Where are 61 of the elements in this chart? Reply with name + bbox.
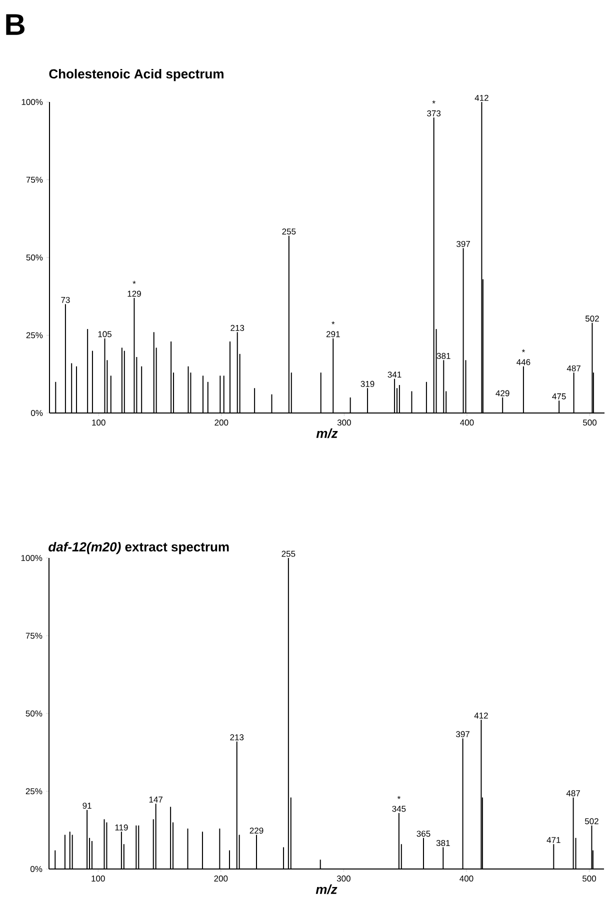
annotation: *	[522, 349, 525, 352]
annotation: 365	[416, 830, 430, 837]
annotation: 502	[585, 316, 599, 322]
annotation: *	[432, 100, 436, 104]
annotation: 129	[128, 290, 141, 297]
annotation: 429	[496, 390, 510, 396]
annotation: 502	[584, 818, 598, 824]
annotation: 487	[566, 365, 580, 372]
annotation: 73	[61, 296, 70, 303]
y-tick-label: 0%	[30, 866, 42, 872]
y-tick-label: 100%	[22, 99, 43, 106]
annotation: 229	[250, 828, 264, 834]
annotation: 487	[566, 790, 580, 796]
x-tick-label: 500	[583, 420, 597, 426]
x-tick-label: 100	[92, 876, 105, 882]
x-tick-label: 300	[336, 876, 350, 882]
x-tick-label: 100	[92, 420, 106, 426]
annotation: 213	[230, 734, 244, 740]
annotation: 91	[82, 802, 92, 809]
chart-title: Cholestenoic Acid spectrum	[49, 68, 224, 82]
annotation: 471	[546, 837, 560, 843]
x-tick-label: 200	[214, 420, 228, 426]
x-tick-label: 200	[214, 876, 228, 882]
annotation: 105	[98, 331, 112, 338]
y-tick-label: 50%	[26, 254, 43, 261]
x-tick-label: 300	[337, 420, 351, 426]
annotation: 345	[392, 806, 406, 812]
annotation: 397	[456, 240, 470, 247]
annotation: 381	[436, 352, 450, 359]
annotation: 446	[516, 359, 530, 366]
chart-title: daf-12(m20) extract spectrum	[48, 542, 229, 554]
x-axis-title: m/z	[316, 428, 338, 438]
x-tick-label: 400	[460, 876, 474, 882]
annotation: 341	[388, 372, 402, 378]
annotation: 255	[282, 228, 296, 235]
annotation: 213	[230, 324, 244, 331]
annotation: 381	[436, 840, 450, 846]
annotation: 412	[474, 712, 488, 719]
annotation: 373	[427, 110, 441, 116]
y-tick-label: 100%	[21, 555, 42, 562]
y-tick-label: 0%	[31, 410, 43, 416]
annotation: *	[397, 796, 400, 799]
annotation: 119	[115, 824, 128, 830]
x-tick-label: 400	[460, 420, 474, 426]
y-tick-label: 25%	[26, 788, 42, 794]
annotation: 412	[474, 94, 488, 101]
annotation: 291	[326, 331, 340, 338]
annotation: 319	[360, 380, 374, 387]
annotation: 397	[456, 731, 470, 738]
y-tick-label: 25%	[26, 332, 43, 338]
annotation: 255	[282, 550, 296, 557]
x-tick-label: 500	[582, 876, 596, 882]
annotation: *	[332, 321, 335, 324]
y-tick-label: 75%	[26, 632, 42, 639]
annotation: 147	[149, 796, 162, 802]
y-tick-label: 75%	[26, 176, 43, 183]
annotation: 475	[552, 393, 566, 400]
text: B	[6, 14, 25, 35]
x-axis-title: m/z	[316, 884, 338, 894]
y-tick-label: 50%	[26, 710, 42, 717]
annotation: *	[132, 280, 136, 284]
